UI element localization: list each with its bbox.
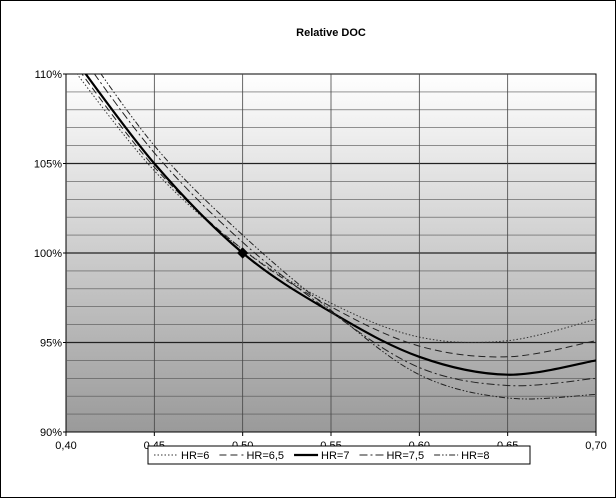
legend-label-2: HR=6,5 <box>246 450 284 462</box>
legend-label-1: HR=6 <box>181 450 209 462</box>
series-lines <box>76 74 596 400</box>
grid-lines <box>66 74 596 432</box>
series-line-3 <box>84 74 596 376</box>
legend: HR=6 HR=6,5 HR=7 HR=7,5 HR=8 <box>147 445 531 465</box>
y-tick-label: 100% <box>34 248 62 260</box>
reference-point-marker <box>237 247 249 259</box>
y-tick-label: 110% <box>35 69 63 81</box>
x-tick-label: 0,70 <box>585 440 606 452</box>
x-tick-label: 0,40 <box>55 440 76 452</box>
y-tick-label: 105% <box>34 159 62 171</box>
series-line-1 <box>76 74 596 344</box>
y-tick-label: 95% <box>40 338 62 350</box>
chart-title: Relative DOC <box>296 27 366 39</box>
series-line-4 <box>93 74 596 387</box>
legend-box <box>147 445 531 465</box>
legend-label-3: HR=7 <box>321 450 349 462</box>
legend-label-4: HR=7,5 <box>386 450 424 462</box>
series-line-5 <box>100 74 596 400</box>
legend-label-5: HR=8 <box>461 450 489 462</box>
y-tick-label: 90% <box>40 427 62 439</box>
